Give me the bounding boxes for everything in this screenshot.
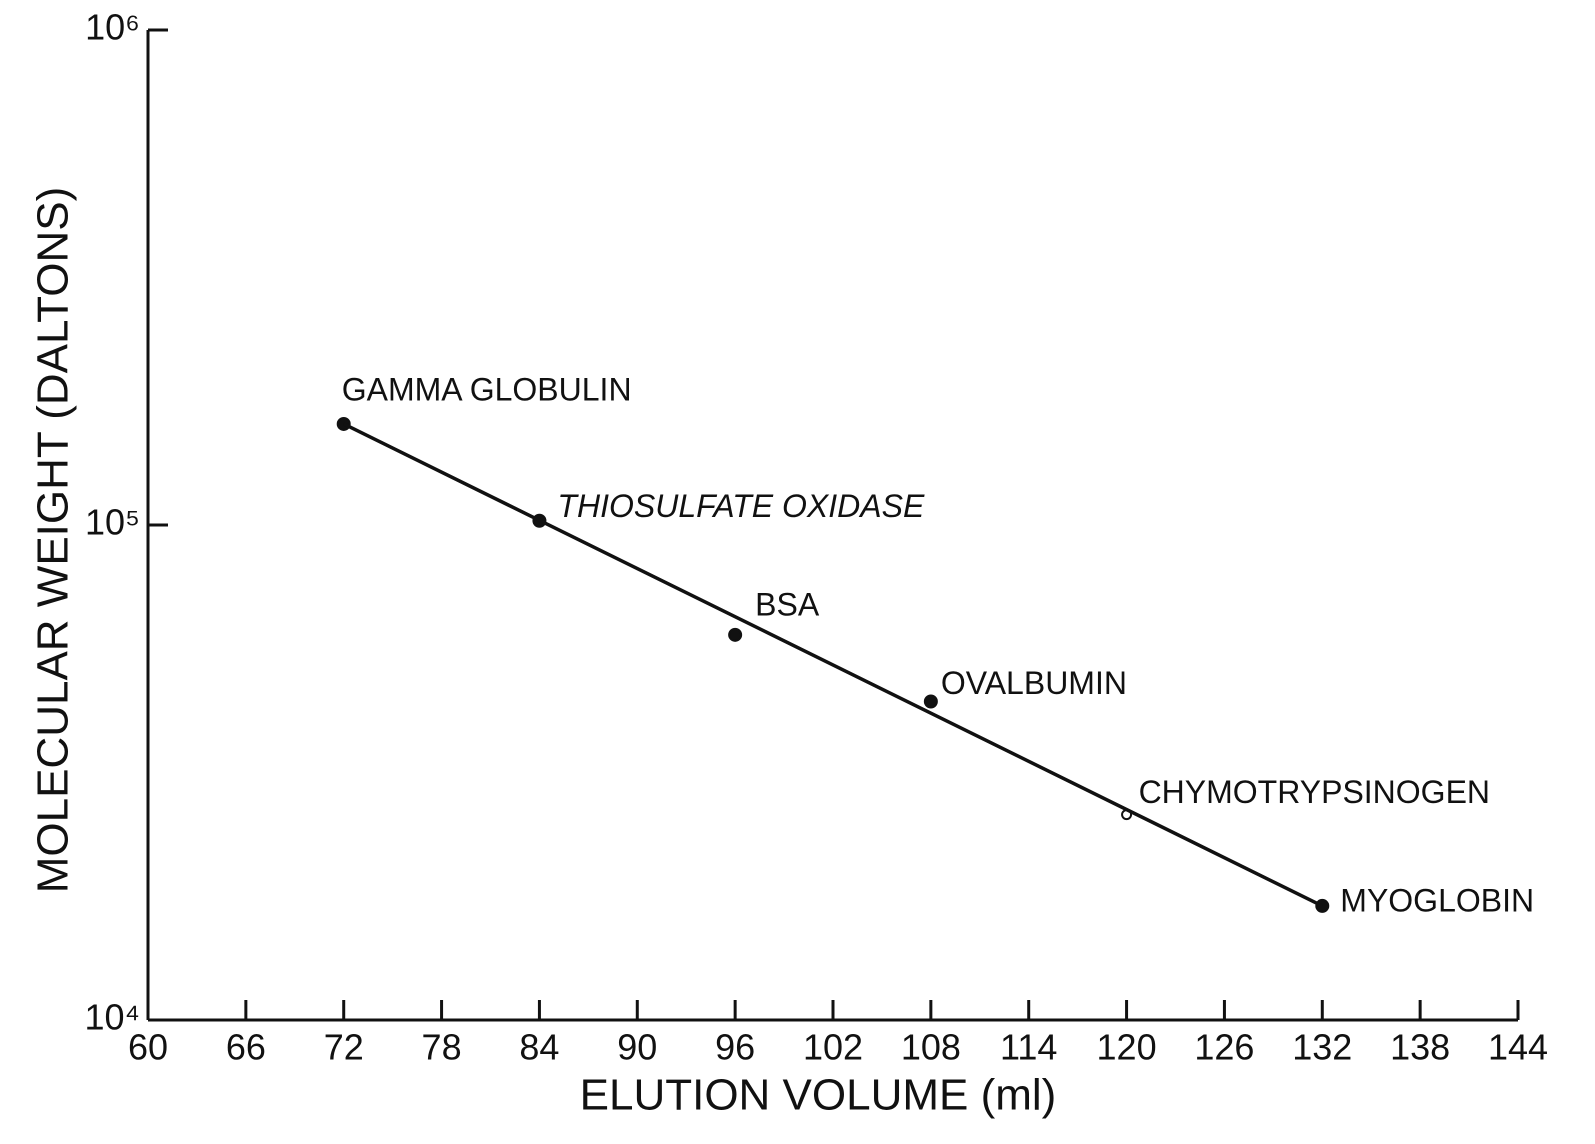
y-axis-title: MOLECULAR WEIGHT (DALTONS) — [29, 187, 78, 894]
y-tick-label: 10⁶ — [85, 7, 140, 48]
x-tick-label: 60 — [128, 1027, 168, 1068]
data-point — [728, 627, 743, 642]
x-tick-label: 96 — [715, 1027, 755, 1068]
x-tick-label: 120 — [1097, 1027, 1157, 1068]
x-tick-label: 102 — [803, 1027, 863, 1068]
point-label: GAMMA GLOBULIN — [342, 371, 632, 407]
point-label: MYOGLOBIN — [1340, 882, 1534, 918]
x-tick-label: 108 — [901, 1027, 961, 1068]
data-point — [923, 694, 938, 709]
point-label: CHYMOTRYPSINOGEN — [1139, 774, 1490, 810]
y-tick-label: 10⁴ — [84, 997, 140, 1038]
x-tick-label: 138 — [1390, 1027, 1450, 1068]
x-tick-label: 114 — [1000, 1027, 1057, 1068]
point-label: BSA — [755, 586, 820, 622]
fit-line — [342, 422, 1324, 908]
point-label: THIOSULFATE OXIDASE — [557, 488, 925, 524]
x-tick-label: 84 — [519, 1027, 559, 1068]
x-tick-label: 144 — [1488, 1027, 1548, 1068]
x-axis-title: ELUTION VOLUME (ml) — [580, 1071, 1057, 1120]
point-label: OVALBUMIN — [941, 665, 1127, 701]
x-tick-label: 78 — [422, 1027, 462, 1068]
x-tick-label: 72 — [324, 1027, 364, 1068]
x-tick-label: 126 — [1194, 1027, 1254, 1068]
x-tick-label: 132 — [1292, 1027, 1352, 1068]
y-tick-label: 10⁵ — [85, 502, 140, 543]
x-tick-label: 90 — [617, 1027, 657, 1068]
x-tick-label: 66 — [226, 1027, 266, 1068]
